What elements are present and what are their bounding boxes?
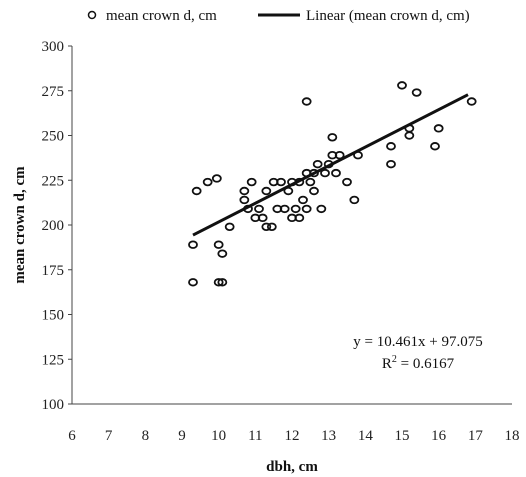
y-tick-label: 175 bbox=[42, 263, 65, 279]
trendline bbox=[192, 93, 469, 237]
data-point bbox=[290, 204, 301, 214]
data-point bbox=[320, 168, 330, 178]
data-point bbox=[239, 186, 250, 196]
data-point bbox=[279, 204, 290, 214]
r-squared-value: = 0.6167 bbox=[397, 356, 455, 372]
legend-trendline-label: Linear (mean crown d, cm) bbox=[306, 8, 470, 24]
data-point bbox=[301, 97, 312, 106]
data-point bbox=[266, 222, 277, 231]
r-squared-prefix: R bbox=[382, 356, 392, 372]
data-point bbox=[217, 278, 228, 287]
data-point bbox=[217, 249, 228, 258]
x-tick-label: 11 bbox=[248, 428, 262, 444]
data-point bbox=[254, 204, 264, 214]
data-point bbox=[316, 204, 327, 214]
y-tick-label: 200 bbox=[42, 218, 65, 234]
data-point bbox=[404, 131, 415, 140]
data-point bbox=[411, 88, 422, 97]
data-point bbox=[243, 204, 253, 214]
data-point bbox=[386, 142, 396, 151]
legend: mean crown d, cm Linear (mean crown d, c… bbox=[87, 8, 470, 24]
data-point bbox=[334, 150, 345, 160]
data-point bbox=[211, 174, 222, 183]
data-point bbox=[224, 222, 235, 231]
y-tick-labels: 100 125 150 175 200 225 250 275 300 bbox=[42, 39, 72, 413]
y-tick-label: 275 bbox=[42, 84, 65, 100]
x-tick-label: 9 bbox=[178, 428, 186, 444]
data-point bbox=[246, 177, 257, 187]
data-point bbox=[430, 142, 440, 151]
r-squared-superscript: 2 bbox=[392, 354, 397, 365]
data-point bbox=[349, 195, 360, 205]
x-tick-label: 14 bbox=[358, 428, 374, 444]
data-point bbox=[312, 159, 323, 169]
data-point bbox=[213, 278, 224, 287]
data-point bbox=[213, 240, 224, 249]
data-point bbox=[327, 133, 338, 142]
x-tick-labels: 6 7 8 9 10 11 12 13 14 15 16 17 18 bbox=[68, 428, 519, 444]
x-tick-label: 12 bbox=[285, 428, 300, 444]
data-point bbox=[261, 186, 272, 196]
x-tick-label: 10 bbox=[211, 428, 226, 444]
y-tick-label: 225 bbox=[42, 173, 65, 189]
x-tick-label: 17 bbox=[468, 428, 484, 444]
data-point bbox=[188, 278, 198, 287]
data-point bbox=[309, 186, 319, 196]
y-tick-label: 250 bbox=[42, 129, 65, 145]
legend-marker-icon bbox=[87, 10, 97, 20]
y-tick-label: 100 bbox=[42, 397, 65, 413]
data-point bbox=[331, 168, 341, 178]
data-point bbox=[188, 240, 198, 249]
y-axis-title: mean crown d, cm bbox=[12, 166, 28, 284]
y-tick-label: 125 bbox=[42, 352, 65, 368]
data-point bbox=[191, 186, 202, 196]
x-tick-label: 13 bbox=[321, 428, 336, 444]
data-point bbox=[466, 97, 477, 106]
data-point bbox=[386, 159, 396, 169]
y-tick-label: 150 bbox=[42, 308, 65, 324]
x-tick-label: 15 bbox=[395, 428, 410, 444]
data-point bbox=[353, 150, 363, 160]
data-points bbox=[188, 81, 477, 287]
x-tick-label: 6 bbox=[68, 428, 76, 444]
data-point bbox=[294, 213, 305, 223]
legend-markers-label: mean crown d, cm bbox=[106, 8, 217, 24]
x-tick-label: 16 bbox=[431, 428, 447, 444]
data-point bbox=[276, 177, 286, 187]
data-point bbox=[202, 177, 213, 187]
x-tick-label: 18 bbox=[505, 428, 520, 444]
data-point bbox=[301, 204, 312, 214]
y-tick-label: 300 bbox=[42, 39, 65, 55]
data-point bbox=[294, 177, 305, 187]
data-point bbox=[257, 213, 268, 223]
trendline-r-squared: R2 = 0.6167 bbox=[382, 354, 455, 372]
data-point bbox=[342, 177, 352, 187]
data-point bbox=[397, 81, 407, 90]
data-point bbox=[283, 186, 294, 196]
x-tick-label: 7 bbox=[105, 428, 113, 444]
data-point bbox=[433, 124, 444, 133]
trendline-equation: y = 10.461x + 97.075 bbox=[353, 334, 482, 350]
data-point bbox=[323, 159, 334, 169]
data-point bbox=[298, 195, 308, 205]
data-point bbox=[305, 177, 316, 187]
data-point bbox=[239, 195, 250, 205]
data-point bbox=[309, 168, 319, 178]
data-point bbox=[261, 222, 272, 231]
x-tick-label: 8 bbox=[142, 428, 150, 444]
x-axis-title: dbh, cm bbox=[266, 459, 318, 475]
